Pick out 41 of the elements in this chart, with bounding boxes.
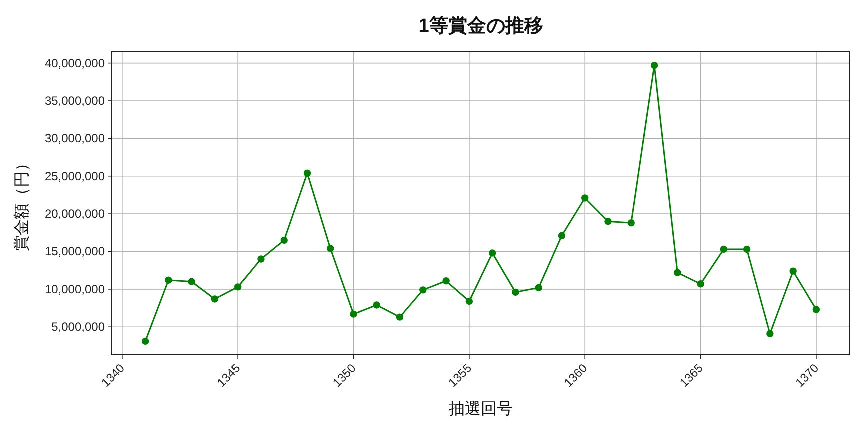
point [234,284,242,291]
point [188,278,196,286]
point [697,280,704,288]
point [674,269,682,276]
point [650,62,658,70]
point [142,338,150,346]
point [420,286,427,294]
point [165,276,172,284]
point [211,296,219,303]
y-axis-title: 賞金額（円） [13,156,31,252]
point [812,306,820,314]
point [373,302,380,309]
point [327,245,334,252]
y-tick-label: 20,000,000 [44,207,106,222]
y-tick-label: 5,000,000 [52,320,106,334]
point [488,250,496,257]
y-tick-label: 25,000,000 [44,169,106,184]
y-tick-label: 40,000,000 [44,56,106,70]
point [512,288,520,296]
point [350,310,358,318]
y-tick-label: 35,000,000 [44,94,106,108]
point [442,278,450,285]
point [280,236,288,244]
y-tick-label: 10,000,000 [44,282,106,296]
y-tick-label: 15,000,000 [44,244,106,259]
x-axis-title: 抽選回号 [449,400,513,418]
point [766,330,774,338]
point [466,298,474,306]
point [535,284,542,292]
point [582,194,589,202]
point [258,256,265,263]
point [628,219,635,227]
chart-title: 1等賞金の推移 [418,15,544,37]
point [558,232,566,240]
point [396,314,404,321]
y-tick-label: 30,000,000 [44,132,106,146]
point [743,246,751,254]
point [720,246,728,254]
point [304,170,312,177]
point [604,218,612,226]
point [790,268,797,275]
